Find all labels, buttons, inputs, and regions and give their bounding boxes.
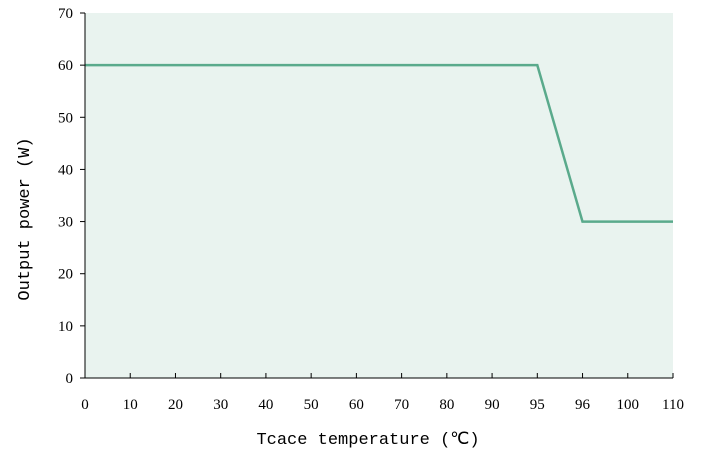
y-tick-label: 0 (66, 371, 74, 387)
x-tick-label: 40 (258, 397, 273, 413)
x-axis-title: Tcace temperature (℃) (256, 431, 479, 450)
y-tick-label: 50 (58, 110, 73, 126)
x-tick-label: 80 (439, 397, 454, 413)
x-tick-label: 110 (662, 397, 684, 413)
series-line (85, 63, 673, 223)
x-tick-label: 96 (575, 397, 591, 413)
y-tick-label: 30 (58, 215, 73, 231)
y-tick-label: 40 (58, 162, 73, 178)
y-axis-title: Output power (W) (16, 137, 35, 300)
y-tick-label: 70 (58, 6, 73, 22)
plot-area (85, 13, 673, 378)
y-tick-label: 10 (58, 319, 73, 335)
x-tick-label: 60 (349, 397, 364, 413)
x-tick-label: 0 (81, 397, 89, 413)
x-tick-label: 90 (485, 397, 500, 413)
x-tick-label: 95 (530, 397, 545, 413)
y-tick-label: 20 (58, 267, 73, 283)
x-tick-label: 30 (213, 397, 228, 413)
y-tick-label: 60 (58, 58, 73, 74)
x-tick-label: 10 (123, 397, 138, 413)
x-tick-label: 20 (168, 397, 183, 413)
x-tick-label: 50 (304, 397, 319, 413)
x-tick-label: 100 (617, 397, 640, 413)
x-tick-label: 70 (394, 397, 409, 413)
